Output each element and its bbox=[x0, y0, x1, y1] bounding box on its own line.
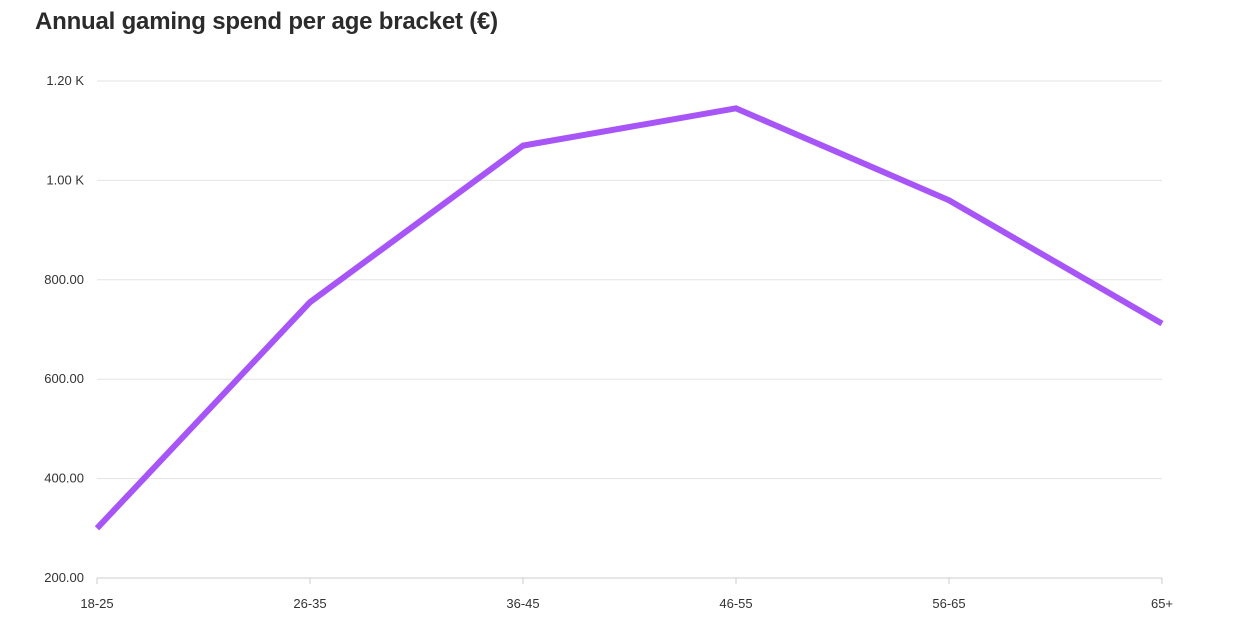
x-tick-label: 56-65 bbox=[932, 596, 965, 611]
x-axis bbox=[96, 577, 1163, 584]
x-tick-label: 46-55 bbox=[719, 596, 752, 611]
x-tick-label: 36-45 bbox=[506, 596, 539, 611]
y-tick-label: 1.20 K bbox=[46, 73, 84, 88]
y-tick-label: 200.00 bbox=[44, 570, 84, 585]
series-line bbox=[94, 105, 1164, 531]
y-tick-label: 600.00 bbox=[44, 371, 84, 386]
chart-title: Annual gaming spend per age bracket (€) bbox=[35, 8, 498, 35]
x-tick-label: 65+ bbox=[1151, 596, 1173, 611]
x-tick-label: 18-25 bbox=[80, 596, 113, 611]
gridlines bbox=[97, 80, 1162, 480]
y-tick-label: 400.00 bbox=[44, 471, 84, 486]
x-tick-labels: 18-25 26-35 36-45 46-55 56-65 65+ bbox=[80, 596, 1173, 611]
y-tick-label: 800.00 bbox=[44, 272, 84, 287]
x-tick-label: 26-35 bbox=[293, 596, 326, 611]
y-tick-label: 1.00 K bbox=[46, 172, 84, 187]
series-layer bbox=[94, 105, 1164, 531]
y-axis: 200.00 400.00 600.00 800.00 1.00 K 1.20 K bbox=[44, 73, 84, 585]
